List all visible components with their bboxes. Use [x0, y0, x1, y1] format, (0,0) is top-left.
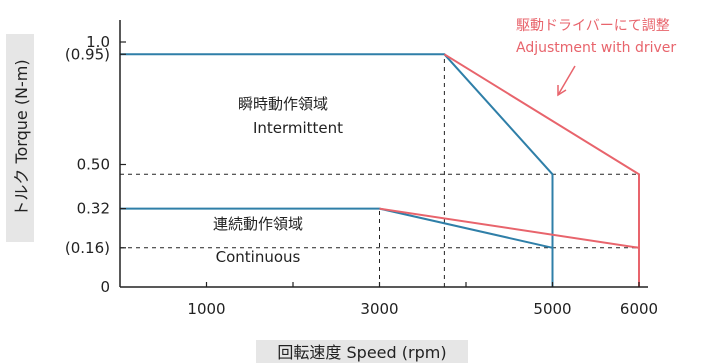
y-tick-label-1: (0.16)	[65, 239, 110, 257]
x-tick-label-1: 3000	[360, 300, 398, 318]
x-tick-label-0: 1000	[187, 300, 225, 318]
series-line-2	[443, 53, 640, 287]
axes	[119, 20, 648, 288]
annotation-en: Adjustment with driver	[516, 40, 676, 56]
y-tick-label-4: (0.95)	[65, 45, 110, 63]
y-axis-title-bg	[6, 34, 34, 242]
y-tick-label-5: 1.0	[86, 33, 110, 51]
x-tick-label-2: 5000	[533, 300, 571, 318]
x-tick-label-3: 6000	[620, 300, 658, 318]
intermittent-label-en: Intermittent	[253, 119, 343, 137]
y-axis-title: トルク Torque (N-m)	[12, 59, 31, 216]
y-tick-label-3: 0.50	[77, 156, 110, 174]
ticks: 1000 3000 5000 6000 0 (0.16) 0.32 0.50 (0.95)1.0	[65, 33, 658, 318]
continuous-label-ja: 連続動作領域	[213, 215, 303, 233]
annotation-arrow	[557, 65, 576, 97]
series-line-0	[120, 53, 554, 287]
x-axis-title: 回転速度 Speed (rpm)	[277, 343, 446, 362]
y-tick-label-0: 0	[100, 278, 110, 296]
series-line-3	[379, 207, 640, 249]
intermittent-label-ja: 瞬時動作領域	[238, 95, 328, 113]
series-lines	[120, 53, 640, 287]
continuous-label-en: Continuous	[216, 248, 301, 266]
series-line-1	[120, 207, 553, 249]
annotation-ja: 駆動ドライバーにて調整	[516, 18, 670, 34]
y-tick-label-2: 0.32	[77, 200, 110, 218]
x-axis-title-bg	[256, 340, 468, 363]
